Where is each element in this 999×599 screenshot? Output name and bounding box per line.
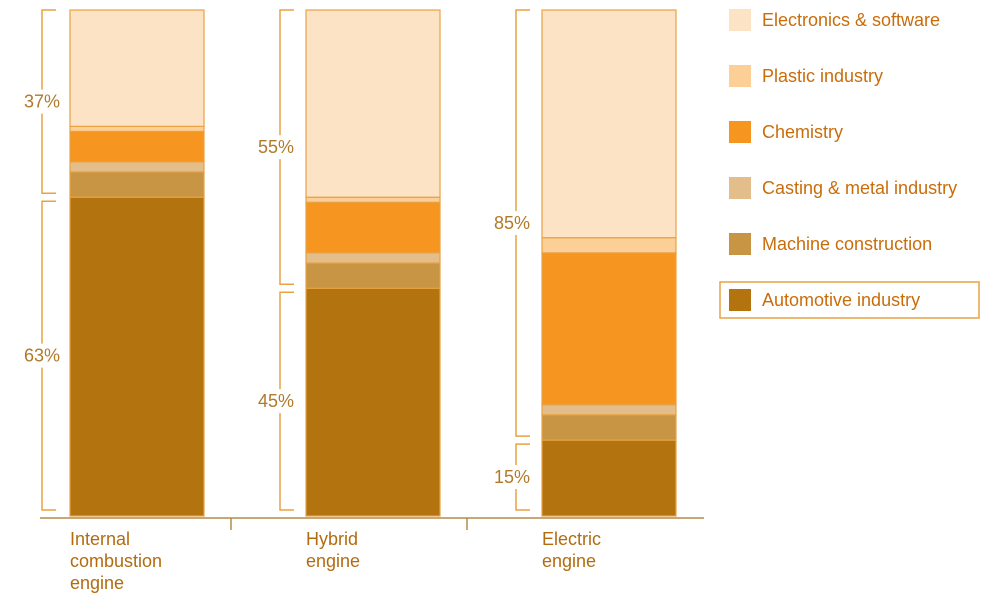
bar-internal-combustion-engine-plastic-industry (69, 125, 205, 133)
legend-highlight-box (719, 281, 980, 319)
legend-swatch-chemistry (729, 121, 751, 143)
bar-electric-engine-electronics-and-software (541, 9, 677, 239)
bar-electric-engine-casting-and-metal-industry (541, 404, 677, 416)
category-label-line: engine (542, 551, 596, 571)
legend-label-plastic-industry: Plastic industry (762, 66, 883, 86)
legend-swatch-plastic-industry (729, 65, 751, 87)
pct-label-lower-internal-combustion-engine-bg (21, 343, 63, 368)
pct-label-lower-electric-engine: 15% (494, 467, 530, 487)
pct-label-upper-electric-engine: 85% (494, 213, 530, 233)
category-label-line: Hybrid (306, 529, 358, 549)
brackets-group: 37% 63% 55% 45% 85% 15% (21, 9, 533, 511)
legend-label-machine-construction: Machine construction (762, 234, 932, 254)
pct-label-lower-electric-engine-bg (491, 465, 533, 490)
bar-internal-combustion-engine-casting-and-metal-industry (69, 161, 205, 173)
legend: Electronics & software Plastic industry Ch… (719, 9, 980, 319)
bar-electric-engine-chemistry (541, 252, 677, 406)
category-label-internal-combustion-engine: Internal combustion engine (70, 529, 162, 593)
legend-label-chemistry: Chemistry (762, 122, 843, 142)
bar-hybrid-engine-casting-and-metal-industry (305, 252, 441, 264)
category-label-line: Electric (542, 529, 601, 549)
pct-label-upper-hybrid-engine-bg (255, 135, 297, 160)
category-label-line: combustion (70, 551, 162, 571)
bar-hybrid-engine-automotive-industry (305, 287, 441, 517)
pct-label-upper-internal-combustion-engine: 37% (24, 92, 60, 112)
legend-swatch-casting-and-metal-industry (729, 177, 751, 199)
legend-swatch-machine-construction (729, 233, 751, 255)
bar-internal-combustion-engine-machine-construction (69, 171, 205, 198)
bar-electric-engine-plastic-industry (541, 237, 677, 254)
category-label-line: engine (70, 573, 124, 593)
bar-electric-engine-machine-construction (541, 414, 677, 441)
bar-internal-combustion-engine-automotive-industry (69, 196, 205, 517)
category-label-line: Internal (70, 529, 130, 549)
bar-hybrid-engine-electronics-and-software (305, 9, 441, 198)
bar-internal-combustion-engine-electronics-and-software (69, 9, 205, 127)
bar-electric-engine-automotive-industry (541, 439, 677, 517)
pct-label-upper-electric-engine-bg (491, 211, 533, 236)
legend-swatch-electronics-and-software (729, 9, 751, 31)
legend-label-casting-and-metal-industry: Casting & metal industry (762, 178, 957, 198)
pct-label-upper-internal-combustion-engine-bg (21, 89, 63, 114)
pct-label-upper-hybrid-engine: 55% (258, 137, 294, 157)
pct-label-lower-hybrid-engine: 45% (258, 391, 294, 411)
legend-swatch-automotive-industry (729, 289, 751, 311)
pct-label-lower-internal-combustion-engine: 63% (24, 346, 60, 366)
bar-internal-combustion-engine-chemistry (69, 130, 205, 163)
legend-label-electronics-and-software: Electronics & software (762, 10, 940, 30)
bars-group (69, 9, 677, 517)
x-axis (40, 517, 704, 530)
category-label-electric-engine: Electric engine (542, 529, 601, 571)
legend-label-automotive-industry: Automotive industry (762, 290, 920, 310)
pct-label-lower-hybrid-engine-bg (255, 389, 297, 414)
bar-hybrid-engine-chemistry (305, 201, 441, 254)
category-label-line: engine (306, 551, 360, 571)
category-label-hybrid-engine: Hybrid engine (306, 529, 360, 571)
bar-hybrid-engine-plastic-industry (305, 196, 441, 203)
bar-hybrid-engine-machine-construction (305, 262, 441, 289)
